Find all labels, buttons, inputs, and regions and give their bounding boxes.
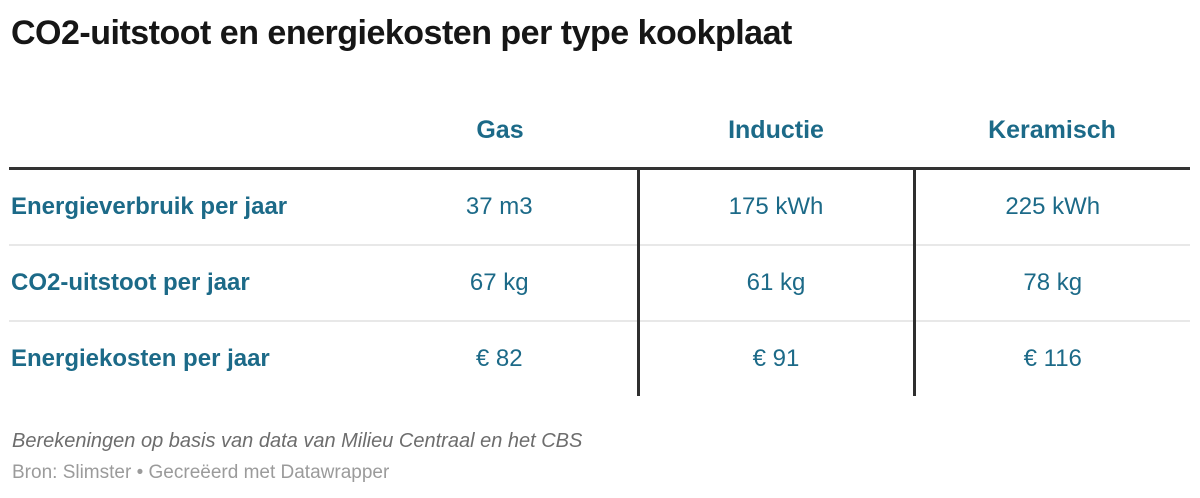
cell-energiekosten-gas: € 82 — [362, 319, 638, 396]
header-cell-keramisch: Keramisch — [914, 90, 1190, 170]
row-label-co2-uitstoot: CO2-uitstoot per jaar — [9, 243, 362, 321]
page-title: CO2-uitstoot en energiekosten per type k… — [11, 14, 792, 52]
cell-co2-gas: 67 kg — [362, 243, 638, 321]
header-cell-empty — [9, 90, 362, 170]
cell-energiekosten-keramisch: € 116 — [912, 319, 1190, 396]
footnote: Berekeningen op basis van data van Milie… — [12, 429, 583, 452]
header-row: Gas Inductie Keramisch — [9, 90, 1190, 170]
cell-energieverbruik-inductie: 175 kWh — [636, 168, 914, 245]
cell-energieverbruik-gas: 37 m3 — [465, 192, 533, 220]
cell-energieverbruik-keramisch: 225 kWh — [912, 168, 1190, 245]
cell-energiekosten-inductie: € 91 — [636, 319, 914, 396]
table-row: Energiekosten per jaar € 82 € 91 € 116 — [9, 319, 1190, 396]
header-cell-inductie: Inductie — [638, 90, 914, 170]
header-cell-gas: Gas — [362, 90, 638, 170]
table-row: Energieverbruik per jaar 37 m3 175 kWh 2… — [9, 168, 1190, 245]
table-body: Energieverbruik per jaar 37 m3 175 kWh 2… — [9, 168, 1190, 396]
table-header: Gas Inductie Keramisch — [9, 90, 1190, 170]
cell-co2-inductie: 61 kg — [636, 243, 914, 321]
table-row: CO2-uitstoot per jaar 67 kg 61 kg 78 kg — [9, 243, 1190, 321]
source-line: Bron: Slimster • Gecreëerd met Datawrapp… — [12, 461, 390, 483]
row-label-energieverbruik: Energieverbruik per jaar — [11, 192, 288, 220]
data-table: Gas Inductie Keramisch Energieverbruik p… — [9, 90, 1190, 396]
row-label-energiekosten: Energiekosten per jaar — [9, 319, 362, 396]
cell-co2-keramisch: 78 kg — [912, 243, 1190, 321]
